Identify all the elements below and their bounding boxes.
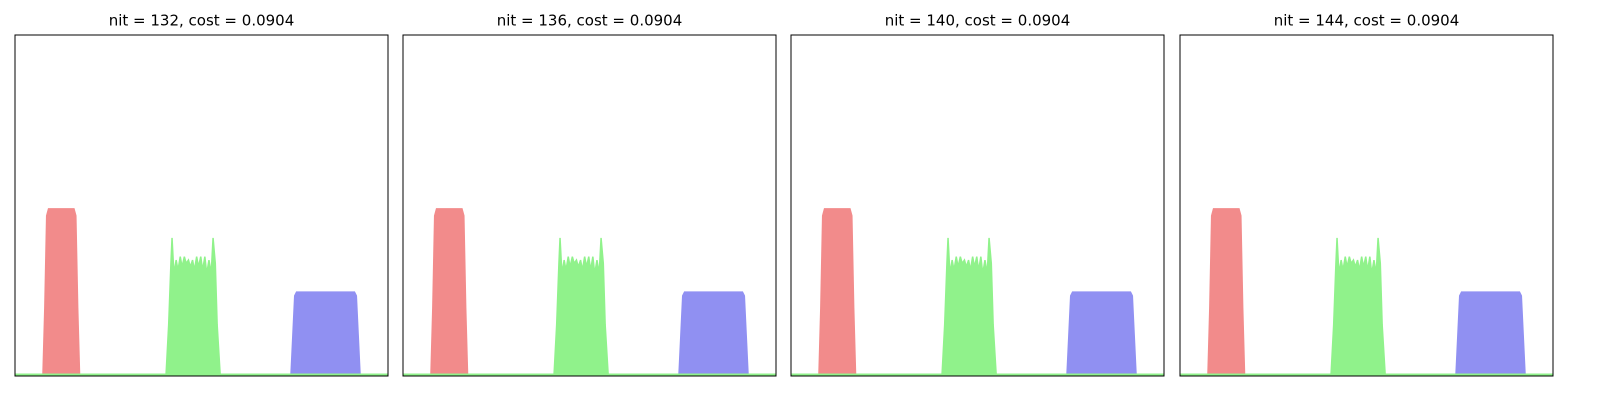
axes-frame (1179, 34, 1554, 377)
subplot-title: nit = 140, cost = 0.0904 (885, 12, 1071, 30)
area (818, 208, 857, 376)
area (1455, 291, 1526, 376)
subplot: nit = 132, cost = 0.0904 (14, 12, 389, 377)
subplot: nit = 136, cost = 0.0904 (402, 12, 777, 377)
subplot: nit = 140, cost = 0.0904 (790, 12, 1165, 377)
area (678, 291, 749, 376)
area (791, 237, 1164, 376)
area (1180, 237, 1553, 376)
subplot-title: nit = 132, cost = 0.0904 (109, 12, 295, 30)
area (1066, 291, 1137, 376)
area (15, 237, 388, 376)
area (290, 291, 361, 376)
axes-frame (402, 34, 777, 377)
subplot-title: nit = 144, cost = 0.0904 (1274, 12, 1460, 30)
area (1207, 208, 1246, 376)
axes-frame (790, 34, 1165, 377)
area (430, 208, 469, 376)
subplot: nit = 144, cost = 0.0904 (1179, 12, 1554, 377)
area (42, 208, 81, 376)
area (403, 237, 776, 376)
axes-frame (14, 34, 389, 377)
subplot-title: nit = 136, cost = 0.0904 (497, 12, 683, 30)
